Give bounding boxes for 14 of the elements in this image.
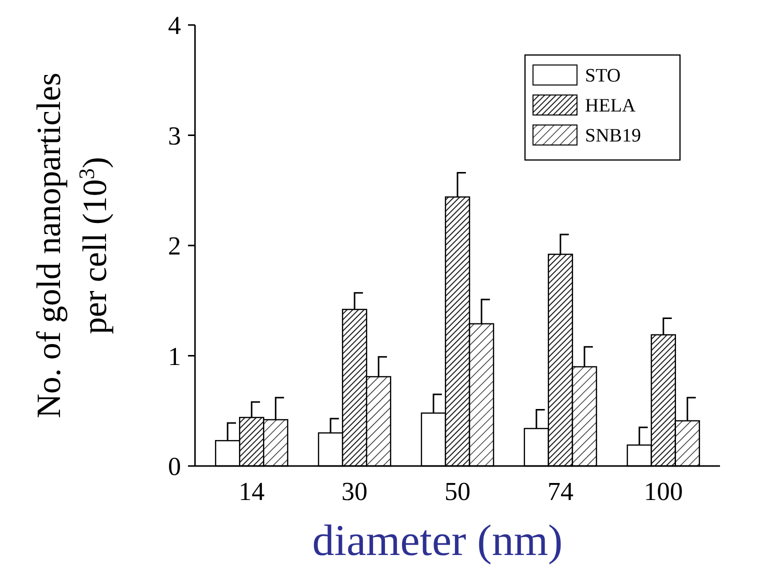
legend-label: HELA bbox=[585, 96, 636, 117]
y-tick-label: 0 bbox=[168, 452, 181, 482]
legend-label: SNB19 bbox=[585, 126, 641, 147]
legend-label: STO bbox=[585, 66, 621, 87]
y-tick-label: 3 bbox=[168, 121, 181, 150]
y-tick-label: 4 bbox=[168, 11, 181, 40]
x-tick-label: 14 bbox=[238, 477, 265, 506]
y-tick-label: 1 bbox=[168, 342, 181, 371]
x-tick-label: 30 bbox=[342, 477, 368, 506]
y-tick-label: 2 bbox=[168, 232, 181, 261]
x-tick-label: 100 bbox=[644, 477, 683, 506]
x-tick-label: 74 bbox=[547, 477, 574, 506]
x-tick-label: 50 bbox=[444, 477, 470, 506]
x-axis-title: diameter (nm) bbox=[312, 516, 563, 565]
